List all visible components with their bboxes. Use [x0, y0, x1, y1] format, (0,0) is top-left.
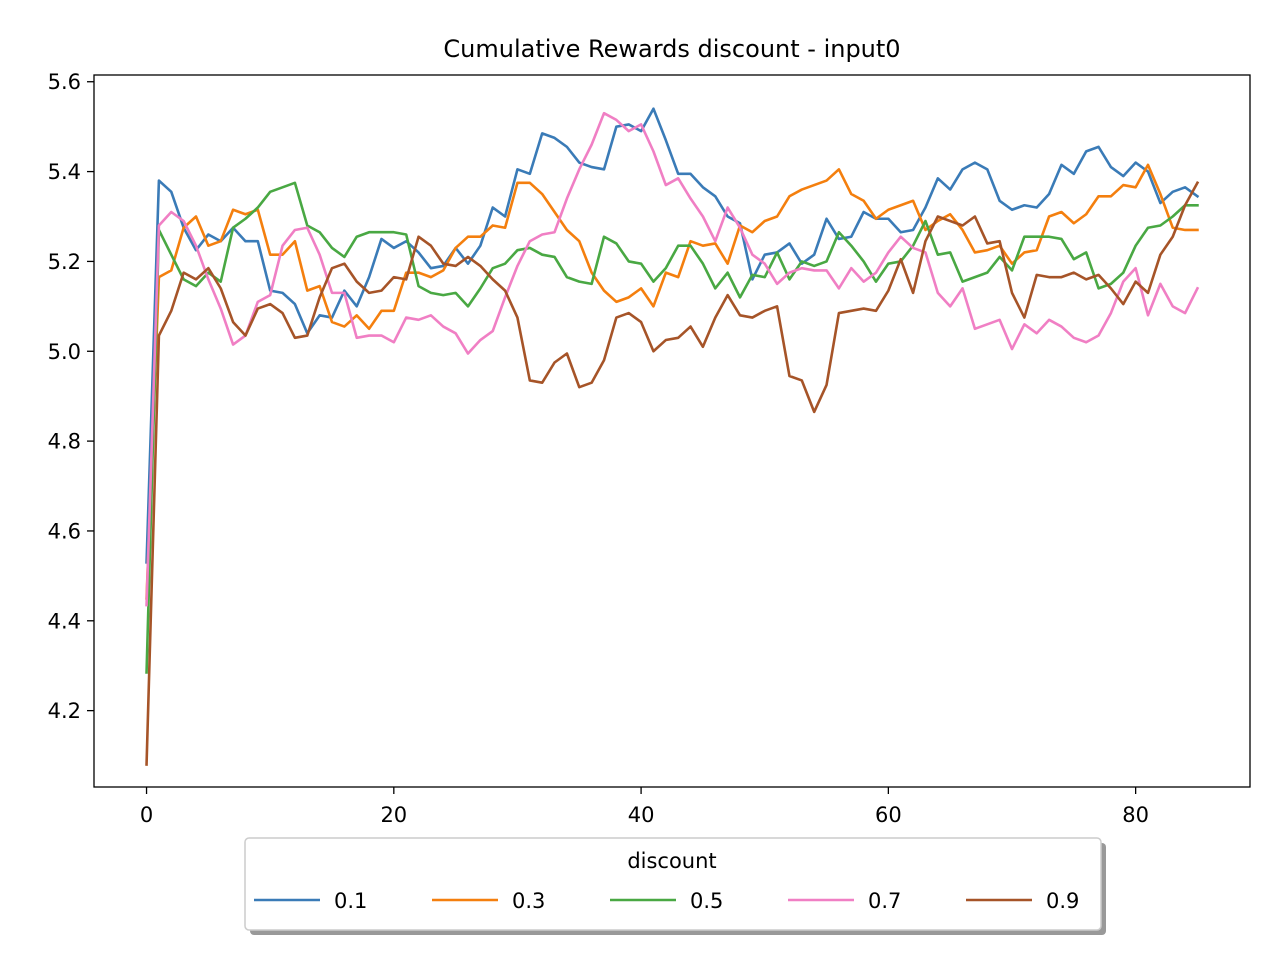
- series-line-0.7: [147, 113, 1198, 605]
- y-tick-label: 5.2: [48, 250, 81, 274]
- legend-label-0.5: 0.5: [690, 889, 723, 913]
- x-tick-label: 20: [380, 803, 407, 827]
- y-tick-label: 4.2: [48, 699, 81, 723]
- x-tick-label: 80: [1122, 803, 1149, 827]
- series-layer: [147, 109, 1198, 765]
- legend: discount 0.1 0.3 0.5 0.7 0.9: [245, 838, 1106, 935]
- x-tick-label: 60: [875, 803, 902, 827]
- series-line-0.3: [147, 165, 1198, 598]
- series-line-0.9: [147, 183, 1198, 765]
- x-axis: 0 20 40 60 80: [140, 787, 1149, 827]
- x-tick-label: 40: [628, 803, 655, 827]
- legend-title: discount: [627, 849, 716, 873]
- x-tick-label: 0: [140, 803, 153, 827]
- y-tick-label: 5.0: [48, 340, 81, 364]
- y-tick-label: 4.4: [48, 609, 81, 633]
- y-tick-label: 5.6: [48, 70, 81, 94]
- series-line-0.5: [147, 183, 1198, 673]
- legend-label-0.7: 0.7: [868, 889, 901, 913]
- legend-label-0.1: 0.1: [334, 889, 367, 913]
- y-tick-label: 5.4: [48, 160, 81, 184]
- chart-title: Cumulative Rewards discount - input0: [443, 35, 900, 63]
- legend-label-0.3: 0.3: [512, 889, 545, 913]
- legend-label-0.9: 0.9: [1046, 889, 1079, 913]
- y-axis: 4.2 4.4 4.6 4.8 5.0 5.2 5.4 5.6: [48, 70, 94, 723]
- y-tick-label: 4.8: [48, 430, 81, 454]
- y-tick-label: 4.6: [48, 519, 81, 543]
